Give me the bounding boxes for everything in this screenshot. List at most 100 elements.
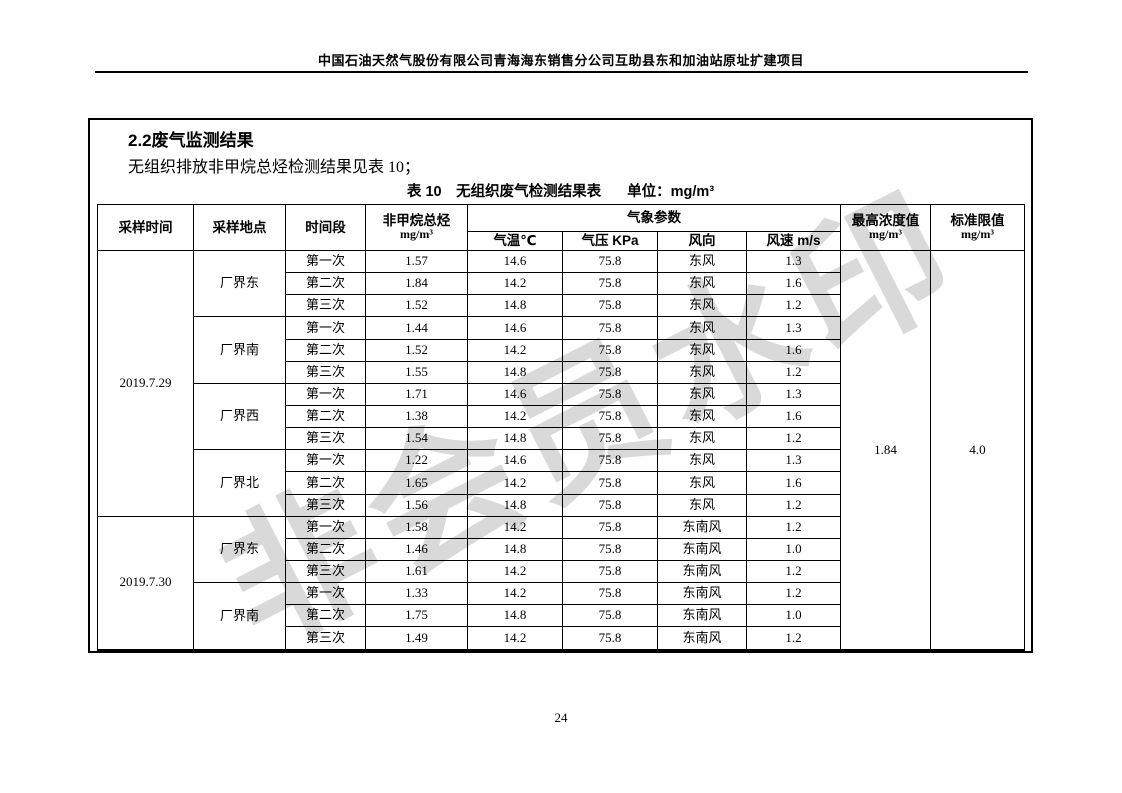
- wind-direction-cell: 东南风: [657, 626, 747, 651]
- pressure-cell: 75.8: [562, 338, 658, 362]
- col-header-wind-dir: 风向: [657, 231, 747, 251]
- wind-speed-cell: 1.6: [746, 404, 841, 429]
- col-header-nmhc-label: 非甲烷总烃: [382, 212, 451, 228]
- wind-speed-cell: 1.2: [746, 582, 841, 606]
- temperature-cell: 14.6: [467, 316, 563, 340]
- table-row: 2019.7.29 厂界东 第一次 1.57 14.6 75.8 东风 1.3 1.84 4.0: [97, 249, 1025, 651]
- nmhc-value-cell: 1.56: [365, 493, 468, 517]
- period-cell: 第二次: [285, 272, 366, 296]
- temperature-cell: 14.2: [467, 272, 563, 296]
- wind-direction-cell: 东风: [657, 404, 747, 429]
- temperature-cell: 14.2: [467, 471, 563, 495]
- nmhc-value-cell: 1.33: [365, 582, 468, 606]
- wind-speed-cell: 1.6: [746, 471, 841, 495]
- sample-date-cell: 2019.7.29: [97, 250, 194, 517]
- pressure-cell: 75.8: [562, 272, 658, 296]
- table-row: 第三次 1.52 14.8 75.8 东风 1.2: [98, 294, 1025, 318]
- pressure-cell: 75.8: [562, 404, 658, 429]
- col-header-max-unit: mg/m³: [869, 227, 902, 242]
- wind-direction-cell: 东风: [657, 493, 747, 517]
- temperature-cell: 14.8: [467, 427, 563, 451]
- section-heading: 2.2废气监测结果: [128, 131, 254, 150]
- nmhc-value-cell: 1.55: [365, 360, 468, 384]
- table-row: 第二次 1.46 14.8 75.8 东南风 1.0: [98, 537, 1025, 561]
- wind-speed-cell: 1.2: [746, 493, 841, 517]
- wind-speed-cell: 1.6: [746, 272, 841, 296]
- table-caption-unit: 单位：mg/m³: [627, 184, 715, 200]
- table-caption-title: 表 10 无组织废气检测结果表: [406, 184, 602, 200]
- wind-direction-cell: 东风: [657, 471, 747, 495]
- nmhc-value-cell: 1.44: [365, 316, 468, 340]
- period-cell: 第一次: [285, 316, 366, 340]
- period-cell: 第三次: [285, 294, 366, 318]
- col-header-period: 时间段: [285, 204, 366, 251]
- pressure-cell: 75.8: [562, 449, 658, 473]
- max-concentration-cell: 1.84: [840, 250, 931, 651]
- period-cell: 第三次: [285, 427, 366, 451]
- temperature-cell: 14.2: [467, 559, 563, 584]
- sample-location-cell: 厂界东: [193, 249, 286, 318]
- pressure-cell: 75.8: [562, 427, 658, 451]
- wind-direction-cell: 东风: [657, 449, 747, 473]
- temperature-cell: 14.8: [467, 360, 563, 384]
- nmhc-value-cell: 1.49: [365, 626, 468, 651]
- temperature-cell: 14.2: [467, 582, 563, 606]
- temperature-cell: 14.8: [467, 537, 563, 561]
- col-header-sample-location: 采样地点: [193, 204, 286, 251]
- pressure-cell: 75.8: [562, 626, 658, 651]
- col-header-nmhc-unit: mg/m³: [400, 227, 433, 242]
- wind-direction-cell: 东风: [657, 272, 747, 296]
- nmhc-value-cell: 1.84: [365, 272, 468, 296]
- pressure-cell: 75.8: [562, 582, 658, 606]
- content-frame: 2.2废气监测结果 无组织排放非甲烷总烃检测结果见表 10； 表 10 无组织废…: [88, 118, 1033, 653]
- temperature-cell: 14.2: [467, 404, 563, 429]
- nmhc-value-cell: 1.46: [365, 537, 468, 561]
- wind-speed-cell: 1.2: [746, 559, 841, 584]
- temperature-cell: 14.8: [467, 604, 563, 628]
- wind-direction-cell: 东风: [657, 360, 747, 384]
- wind-direction-cell: 东风: [657, 249, 747, 274]
- pressure-cell: 75.8: [562, 249, 658, 274]
- period-cell: 第二次: [285, 604, 366, 628]
- nmhc-value-cell: 1.65: [365, 471, 468, 495]
- nmhc-value-cell: 1.52: [365, 338, 468, 362]
- wind-speed-cell: 1.2: [746, 294, 841, 318]
- period-cell: 第三次: [285, 559, 366, 584]
- wind-direction-cell: 东南风: [657, 604, 747, 628]
- wind-speed-cell: 1.0: [746, 537, 841, 561]
- period-cell: 第一次: [285, 449, 366, 473]
- wind-speed-cell: 1.3: [746, 316, 841, 340]
- nmhc-value-cell: 1.58: [365, 515, 468, 539]
- wind-speed-cell: 1.3: [746, 449, 841, 473]
- pressure-cell: 75.8: [562, 537, 658, 561]
- header-divider-rule: [95, 71, 1028, 73]
- period-cell: 第二次: [285, 338, 366, 362]
- table-row: 厂界南 第一次 1.33 14.2 75.8 东南风 1.2: [98, 582, 1025, 651]
- pressure-cell: 75.8: [562, 604, 658, 628]
- wind-speed-cell: 1.2: [746, 515, 841, 539]
- nmhc-value-cell: 1.38: [365, 404, 468, 429]
- nmhc-value-cell: 1.57: [365, 249, 468, 274]
- table-row: 厂界北 第一次 1.22 14.6 75.8 东风 1.3: [98, 449, 1025, 517]
- period-cell: 第一次: [285, 382, 366, 406]
- temperature-cell: 14.6: [467, 449, 563, 473]
- table-body: 2019.7.29 厂界东 第一次 1.57 14.6 75.8 东风 1.3 1.84 4.0 第…: [97, 249, 1025, 651]
- period-cell: 第三次: [285, 493, 366, 517]
- nmhc-value-cell: 1.22: [365, 449, 468, 473]
- temperature-cell: 14.2: [467, 626, 563, 651]
- wind-speed-cell: 1.6: [746, 338, 841, 362]
- col-header-limit-label: 标准限值: [950, 212, 1005, 228]
- sample-location-cell: 厂界南: [193, 316, 286, 384]
- pressure-cell: 75.8: [562, 493, 658, 517]
- table-header-row-1: 采样时间 采样地点 时间段 非甲烷总烃 mg/m³ 气象参数 最高浓度值 mg/…: [97, 204, 1025, 251]
- table-caption: 表 10 无组织废气检测结果表 单位：mg/m³: [90, 180, 1031, 201]
- table-row: 2019.7.30 厂界东 第一次 1.58 14.2 75.8 东南风 1.2: [97, 515, 1025, 651]
- period-cell: 第二次: [285, 404, 366, 429]
- nmhc-value-cell: 1.52: [365, 294, 468, 318]
- col-header-sample-time: 采样时间: [97, 204, 194, 251]
- wind-direction-cell: 东南风: [657, 537, 747, 561]
- col-header-max-value: 最高浓度值 mg/m³: [840, 204, 931, 251]
- table-header: 采样时间 采样地点 时间段 非甲烷总烃 mg/m³ 气象参数 最高浓度值 mg/…: [97, 204, 1025, 251]
- wind-direction-cell: 东南风: [657, 559, 747, 584]
- pressure-cell: 75.8: [562, 382, 658, 406]
